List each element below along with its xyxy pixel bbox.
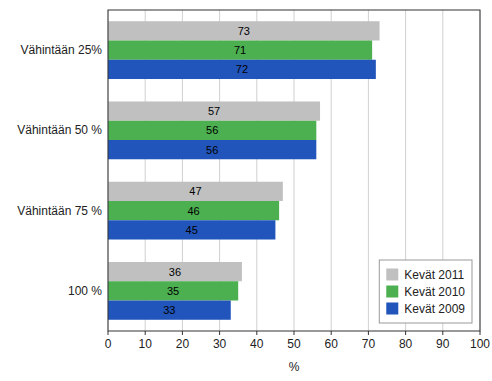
- data-label: 36: [169, 266, 181, 278]
- data-label: 45: [186, 224, 198, 236]
- data-label: 71: [234, 44, 246, 56]
- tick-mark: [182, 331, 183, 335]
- tick-mark: [108, 331, 109, 335]
- tick-mark: [219, 331, 220, 335]
- bar: [108, 101, 320, 120]
- plot-area: [108, 10, 480, 331]
- data-label: 56: [206, 144, 218, 156]
- legend-swatch: [386, 303, 398, 315]
- data-label: 46: [187, 205, 199, 217]
- legend: Kevät 2011 Kevät 2010 Kevät 2009: [379, 260, 472, 323]
- tick-label: 100: [470, 337, 490, 351]
- category-label: Vähintään 25%: [21, 43, 103, 57]
- tick-mark: [331, 331, 332, 335]
- tick-label: 30: [213, 337, 227, 351]
- legend-swatch: [386, 286, 398, 298]
- category-label: Vähintään 50 %: [17, 123, 102, 137]
- bar: [108, 121, 316, 140]
- bar: [108, 182, 283, 201]
- y-axis: Vähintään 25% Vähintään 50 % Vähintään 75 …: [17, 43, 102, 298]
- legend-swatch: [386, 269, 398, 281]
- data-label: 73: [238, 25, 250, 37]
- legend-label: Kevät 2009: [404, 302, 465, 316]
- data-label: 57: [208, 105, 220, 117]
- tick-mark: [442, 331, 443, 335]
- bar: [108, 40, 372, 59]
- plot-frame: [108, 10, 480, 331]
- bars: [108, 21, 380, 320]
- tick-mark: [145, 331, 146, 335]
- tick-label: 10: [139, 337, 153, 351]
- grid: [108, 10, 480, 331]
- bar: [108, 140, 316, 159]
- data-label: 56: [206, 124, 218, 136]
- data-label: 47: [189, 185, 201, 197]
- tick-mark: [405, 331, 406, 335]
- tick-label: 20: [176, 337, 190, 351]
- legend-box: [379, 260, 472, 323]
- chart: 73 57 47 36 71 56 46 35 72 56 45 33 0 10 20 30 40 50 60 70 8…: [0, 0, 492, 381]
- data-label: 72: [236, 63, 248, 75]
- bar: [108, 301, 231, 320]
- tick-mark: [294, 331, 295, 335]
- bar: [108, 262, 242, 281]
- tick-label: 40: [250, 337, 264, 351]
- tick-mark: [256, 331, 257, 335]
- bar: [108, 60, 376, 79]
- legend-label: Kevät 2011: [404, 268, 464, 282]
- x-axis: 0 10 20 30 40 50 60 70 80 90 100: [105, 331, 491, 351]
- tick-label: 50: [287, 337, 301, 351]
- bar: [108, 201, 279, 220]
- tick-mark: [480, 331, 481, 335]
- bar: [108, 21, 380, 40]
- tick-label: 90: [436, 337, 450, 351]
- category-label: 100 %: [68, 284, 102, 298]
- bar: [108, 281, 238, 300]
- tick-label: 80: [399, 337, 413, 351]
- tick-label: 0: [105, 337, 112, 351]
- bar: [108, 220, 275, 239]
- data-label: 33: [163, 304, 175, 316]
- legend-label: Kevät 2010: [404, 285, 465, 299]
- data-label: 35: [167, 285, 179, 297]
- category-label: Vähintään 75 %: [17, 204, 102, 218]
- tick-mark: [368, 331, 369, 335]
- tick-label: 60: [325, 337, 339, 351]
- data-labels: 73 57 47 36 71 56 46 35 72 56 45 33: [163, 25, 250, 316]
- x-axis-label: %: [289, 360, 300, 374]
- tick-label: 70: [362, 337, 376, 351]
